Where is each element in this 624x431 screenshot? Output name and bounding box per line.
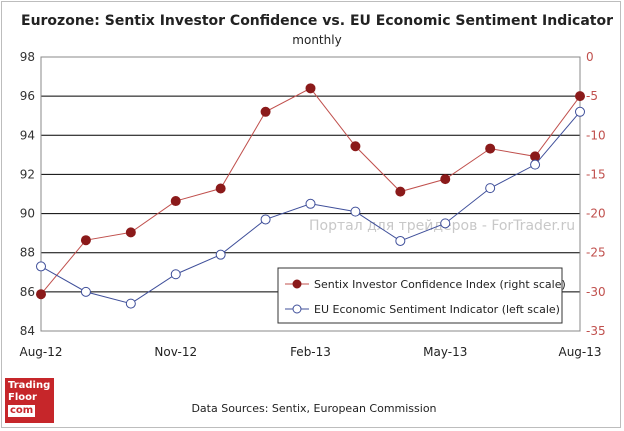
legend-marker-esi	[292, 304, 302, 314]
right-tick-label-3: -20	[586, 207, 606, 221]
right-tick-label-0: -35	[586, 324, 606, 338]
series-0-point-4	[215, 183, 226, 194]
x-tick-label-3: May-13	[423, 345, 467, 359]
series-0-point-10	[485, 143, 496, 154]
tradingfloor-logo: Trading Floor com	[5, 378, 54, 423]
left-tick-label-4: 92	[20, 167, 35, 181]
x-axis-ticks: Aug-12 Nov-12 Feb-13 May-13 Aug-13	[19, 345, 601, 359]
series-0-point-3	[170, 196, 181, 207]
series-1-point-1	[80, 286, 91, 297]
series-line-0	[40, 87, 581, 295]
left-tick-label-3: 90	[20, 207, 35, 221]
series-1-point-0	[36, 261, 46, 272]
series-0-point-1	[80, 235, 91, 246]
left-tick-label-5: 94	[20, 128, 35, 142]
logo-line-3: com	[8, 405, 36, 417]
series-0-point-6	[305, 83, 316, 94]
series-1-point-8	[395, 235, 406, 246]
left-tick-label-2: 88	[20, 246, 35, 260]
right-tick-label-6: -5	[586, 89, 598, 103]
plot-area	[40, 56, 581, 332]
x-tick-label-2: Feb-13	[290, 345, 331, 359]
series-0-point-5	[260, 106, 271, 117]
legend-marker-sentix	[292, 279, 302, 289]
right-tick-label-7: 0	[586, 50, 594, 64]
data-source-note: Data Sources: Sentix, European Commissio…	[191, 402, 436, 415]
series-1-point-5	[260, 214, 271, 225]
left-axis-ticks: 84 86 88 90 92 94 96 98	[20, 50, 35, 338]
series-1-point-2	[125, 298, 136, 309]
series-layer	[36, 83, 585, 309]
series-0-point-7	[350, 141, 361, 152]
series-1-point-11	[530, 159, 541, 170]
series-0-point-8	[395, 186, 406, 197]
series-1-point-10	[485, 183, 496, 194]
legend-label-esi: EU Economic Sentiment Indicator (left sc…	[314, 303, 560, 316]
x-tick-label-1: Nov-12	[154, 345, 197, 359]
series-1-point-7	[350, 206, 361, 217]
left-tick-label-0: 84	[20, 324, 35, 338]
series-0-point-12	[575, 91, 585, 102]
right-tick-label-1: -30	[586, 285, 606, 299]
series-0-point-9	[440, 174, 451, 185]
legend-box	[277, 267, 563, 324]
series-1-point-9	[440, 218, 451, 229]
series-1-point-4	[215, 249, 226, 260]
legend-label-sentix: Sentix Investor Confidence Index (right …	[314, 278, 566, 291]
left-tick-label-7: 98	[20, 50, 35, 64]
right-tick-label-4: -15	[586, 167, 606, 181]
series-1-point-3	[170, 269, 181, 280]
right-tick-label-5: -10	[586, 128, 606, 142]
series-1-point-6	[305, 198, 316, 209]
left-tick-label-1: 86	[20, 285, 35, 299]
right-axis-ticks: -35 -30 -25 -20 -15 -10 -5 0	[586, 50, 606, 338]
chart-title: Eurozone: Sentix Investor Confidence vs.…	[21, 13, 613, 29]
series-1-point-12	[575, 106, 585, 117]
left-tick-label-6: 96	[20, 89, 35, 103]
chart-subtitle: monthly	[292, 33, 341, 47]
series-0-point-0	[36, 289, 46, 300]
series-0-point-11	[530, 151, 541, 162]
right-tick-label-2: -25	[586, 246, 606, 260]
legend: Sentix Investor Confidence Index (right …	[277, 267, 566, 324]
logo-line-1: Trading	[8, 380, 51, 391]
series-0-point-2	[125, 227, 136, 238]
logo-line-2: Floor	[8, 392, 37, 403]
x-tick-label-4: Aug-13	[558, 345, 601, 359]
x-tick-label-0: Aug-12	[19, 345, 62, 359]
